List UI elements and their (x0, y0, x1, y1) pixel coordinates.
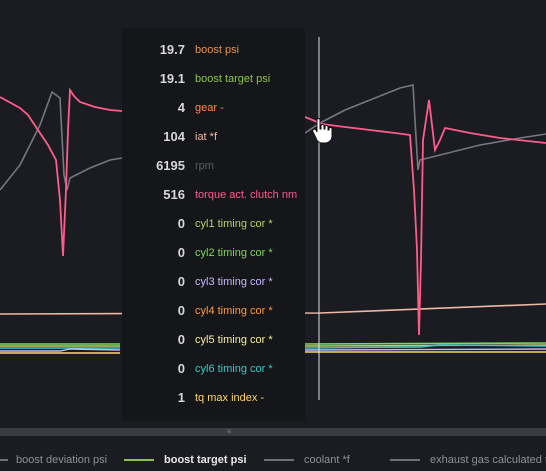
series-legend: boost deviation psi boost target psi coola… (0, 436, 546, 471)
tooltip-value: 6195 (156, 158, 185, 173)
tooltip-value: 19.7 (159, 42, 185, 57)
tooltip-label: cyl3 timing cor * (195, 276, 273, 288)
tooltip-label: cyl1 timing cor * (195, 218, 273, 230)
log-chart[interactable] (0, 0, 546, 428)
legend-label: coolant *f (304, 454, 350, 466)
tooltip-row: 4 gear - (122, 98, 305, 118)
tooltip-label: cyl6 timing cor * (195, 363, 273, 375)
trace-tq-max (0, 351, 546, 354)
tooltip-row: 6195 rpm (122, 156, 305, 176)
legend-swatch (0, 459, 8, 461)
hand-pointer-icon (312, 118, 333, 144)
trace-iat (0, 303, 546, 315)
tooltip-label: cyl4 timing cor * (195, 305, 273, 317)
trace-cyl-timing-d (0, 348, 546, 352)
trace-torque (0, 87, 546, 336)
tooltip-label: cyl2 timing cor * (195, 247, 273, 259)
tooltip-label: boost target psi (195, 73, 271, 85)
tooltip-value: 0 (177, 274, 185, 289)
tooltip-value: 19.1 (159, 71, 185, 86)
legend-label: boost target psi (164, 454, 247, 466)
tooltip-row: 0 cyl1 timing cor * (122, 214, 305, 234)
tooltip-row: 1 tq max index - (122, 388, 305, 408)
chart-area[interactable]: 19.7 boost psi 19.1 boost target psi 4 gear -… (0, 0, 546, 428)
legend-label: exhaust gas calculated temp (430, 454, 546, 466)
tooltip-label: cyl5 timing cor * (195, 334, 273, 346)
tooltip-value: 0 (177, 332, 185, 347)
legend-swatch (124, 459, 154, 461)
tooltip-value: 4 (177, 100, 185, 115)
tooltip-row: 19.1 boost target psi (122, 69, 305, 89)
tooltip-value: 0 (177, 361, 185, 376)
tooltip-row: 0 cyl3 timing cor * (122, 272, 305, 292)
tooltip-value: 0 (177, 303, 185, 318)
trace-cyl-timing-c (0, 344, 546, 349)
trace-cyl-timing-a (0, 342, 546, 345)
tooltip-row: 0 cyl4 timing cor * (122, 301, 305, 321)
timeline-scrollbar[interactable]: ≡ (0, 428, 546, 436)
tooltip-value: 0 (177, 216, 185, 231)
tooltip-label: gear - (195, 102, 224, 114)
scrollbar-grip[interactable]: ≡ (226, 427, 232, 436)
tooltip-label: rpm (195, 160, 214, 172)
legend-label: boost deviation psi (16, 454, 108, 466)
tooltip-row: 516 torque act. clutch nm (122, 185, 305, 205)
tooltip-value: 516 (163, 187, 185, 202)
tooltip-row: 0 cyl6 timing cor * (122, 359, 305, 379)
tooltip-label: boost psi (195, 44, 240, 56)
tooltip-label: tq max index - (195, 392, 265, 404)
tooltip-row: 104 iat *f (122, 127, 305, 147)
tooltip-label: torque act. clutch nm (195, 189, 298, 201)
tooltip-row: 19.7 boost psi (122, 40, 305, 60)
tooltip-value: 0 (177, 245, 185, 260)
tooltip-value: 104 (163, 129, 185, 144)
value-tooltip: 19.7 boost psi 19.1 boost target psi 4 gear -… (122, 28, 305, 421)
tooltip-value: 1 (177, 390, 185, 405)
legend-swatch (264, 459, 294, 461)
tooltip-row: 0 cyl5 timing cor * (122, 330, 305, 350)
tooltip-row: 0 cyl2 timing cor * (122, 243, 305, 263)
tooltip-label: iat *f (195, 131, 218, 143)
legend-swatch (390, 459, 420, 461)
trace-rpm (0, 84, 546, 191)
